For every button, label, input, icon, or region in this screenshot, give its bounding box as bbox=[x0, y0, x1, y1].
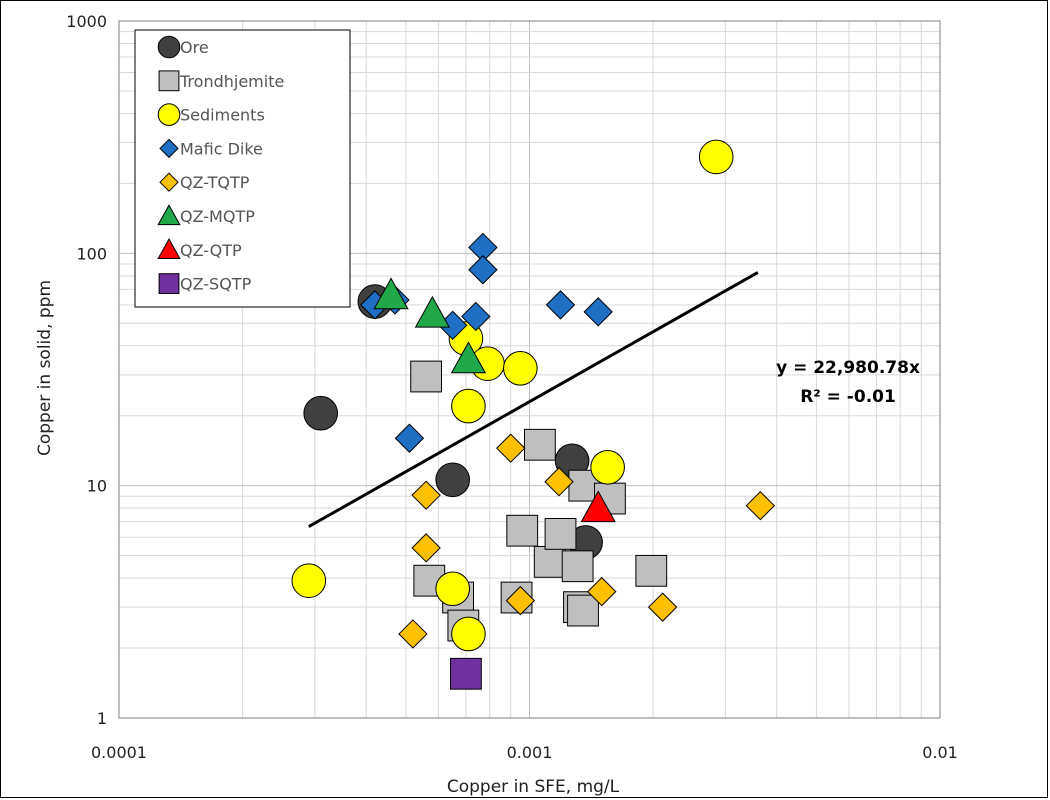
point-trondhjemite bbox=[567, 594, 599, 627]
x-tick-label: 0.0001 bbox=[91, 743, 147, 762]
point-qz-tqtp bbox=[587, 576, 617, 607]
legend-label-trondhjemite: Trondhjemite bbox=[179, 72, 284, 91]
trendline-r2: R² = -0.01 bbox=[800, 387, 896, 407]
point-qz-tqtp bbox=[544, 467, 574, 497]
point-trondhjemite bbox=[523, 428, 556, 461]
data-points bbox=[291, 139, 776, 690]
legend-label-mafic-dike: Mafic Dike bbox=[180, 139, 263, 158]
point-trondhjemite bbox=[561, 550, 594, 583]
legend-label-qz-qtp: QZ-QTP bbox=[180, 241, 242, 260]
legend-marker-ore bbox=[157, 35, 181, 59]
legend-label-qz-tqtp: QZ-TQTP bbox=[180, 173, 250, 192]
point-trondhjemite bbox=[635, 554, 668, 587]
point-mafic-dike bbox=[468, 255, 498, 285]
x-tick-label: 0.001 bbox=[507, 743, 553, 762]
legend: Ore Trondhjemite Sediments Mafic Dike QZ-TQT… bbox=[134, 29, 351, 308]
point-mafic-dike bbox=[545, 290, 576, 320]
point-sediments bbox=[451, 388, 486, 424]
point-qz-mqtp bbox=[450, 341, 487, 374]
legend-label-qz-mqtp: QZ-MQTP bbox=[180, 207, 255, 226]
point-qz-tqtp bbox=[411, 480, 441, 510]
y-axis-title: Copper in solid, ppm bbox=[35, 280, 55, 456]
legend-label-qz-sqtp: QZ-SQTP bbox=[180, 275, 252, 294]
point-trondhjemite bbox=[506, 514, 539, 547]
trendline bbox=[308, 271, 759, 528]
point-sediments bbox=[503, 351, 538, 386]
plot-area bbox=[118, 20, 941, 719]
point-trondhjemite bbox=[410, 360, 443, 393]
point-ore bbox=[303, 395, 339, 431]
point-mafic-dike bbox=[394, 423, 425, 453]
point-trondhjemite bbox=[544, 518, 577, 550]
legend-marker-qz-tqtp bbox=[159, 172, 179, 192]
legend-marker-qz-mqtp bbox=[157, 204, 181, 226]
legend-marker-trondhjemite bbox=[158, 70, 180, 92]
point-sediments bbox=[291, 563, 327, 598]
tick-labels: 0.0001 0.001 0.01 1 10 100 1000 bbox=[66, 12, 958, 762]
legend-marker-sediments bbox=[157, 103, 181, 126]
point-qz-tqtp bbox=[745, 490, 776, 521]
legend-label-sediments: Sediments bbox=[180, 106, 265, 125]
trendline-equation: y = 22,980.78x bbox=[776, 358, 920, 378]
point-qz-tqtp bbox=[496, 433, 526, 463]
point-sediments bbox=[451, 616, 486, 652]
y-tick-label: 1000 bbox=[66, 12, 107, 31]
point-mafic-dike bbox=[461, 301, 491, 332]
point-qz-tqtp bbox=[411, 533, 441, 563]
point-mafic-dike bbox=[583, 297, 613, 327]
point-qz-qtp bbox=[580, 490, 616, 523]
point-sediments bbox=[590, 449, 625, 485]
point-sediments bbox=[435, 571, 471, 607]
point-qz-tqtp bbox=[505, 585, 536, 616]
x-tick-label: 0.01 bbox=[922, 743, 958, 762]
point-qz-tqtp bbox=[647, 592, 678, 622]
legend-label-ore: Ore bbox=[180, 38, 209, 57]
y-tick-label: 1 bbox=[97, 709, 107, 728]
point-qz-mqtp bbox=[414, 295, 451, 328]
point-qz-tqtp bbox=[398, 619, 428, 649]
trendline-group bbox=[308, 271, 759, 528]
y-tick-label: 100 bbox=[76, 244, 107, 263]
legend-marker-mafic-dike bbox=[159, 138, 179, 159]
y-tick-label: 10 bbox=[87, 477, 107, 496]
point-trondhjemite bbox=[533, 545, 566, 578]
x-axis-title: Copper in SFE, mg/L bbox=[447, 777, 620, 797]
legend-marker-qz-qtp bbox=[157, 237, 181, 259]
legend-marker-qz-sqtp bbox=[158, 273, 180, 295]
point-qz-mqtp bbox=[373, 277, 409, 310]
point-sediments bbox=[698, 139, 734, 175]
point-ore bbox=[435, 462, 471, 498]
point-qz-sqtp bbox=[450, 657, 482, 690]
